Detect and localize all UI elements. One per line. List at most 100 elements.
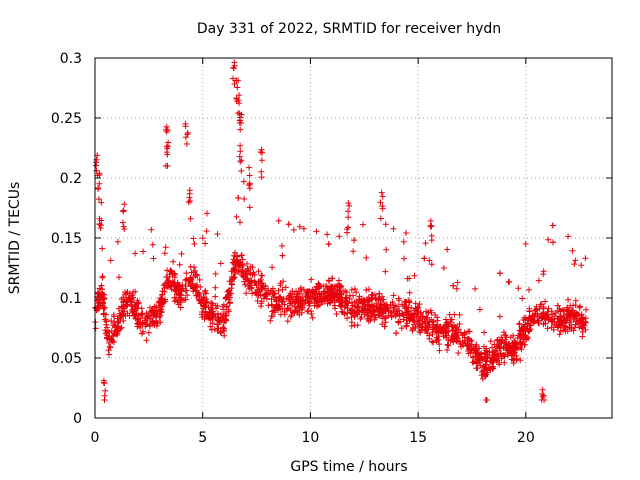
data-point [284, 305, 291, 312]
data-point [336, 282, 343, 289]
data-point [269, 264, 276, 271]
data-point [562, 328, 569, 335]
data-point [261, 295, 267, 302]
data-point [578, 262, 585, 269]
data-point [394, 308, 401, 315]
data-point [267, 317, 274, 324]
data-point [212, 293, 219, 300]
data-point [429, 319, 436, 325]
data-point [508, 350, 515, 357]
data-point [565, 296, 572, 303]
data-point [472, 358, 478, 365]
data-point [567, 316, 574, 323]
data-point [411, 272, 418, 279]
data-point [436, 347, 443, 354]
data-point [395, 295, 402, 302]
data-point [163, 274, 170, 280]
data-point [530, 317, 536, 324]
grid-lines [95, 58, 612, 418]
data-point [132, 250, 139, 257]
data-point [287, 298, 294, 305]
data-point [403, 299, 410, 306]
data-point [445, 342, 452, 349]
data-point [419, 323, 426, 329]
data-point [582, 318, 589, 325]
data-point [456, 311, 463, 318]
data-point [176, 261, 183, 268]
data-point [106, 343, 113, 350]
data-point [393, 330, 400, 337]
data-point [348, 286, 355, 293]
data-point [428, 309, 435, 316]
data-point [121, 226, 128, 232]
data-point [450, 334, 457, 341]
data-point [231, 81, 238, 87]
data-point [198, 311, 205, 318]
y-tick-label: 0.15 [51, 231, 82, 247]
data-point [363, 287, 370, 293]
data-point [409, 327, 416, 334]
data-point [226, 290, 233, 297]
data-point [403, 304, 410, 311]
data-point [196, 297, 203, 304]
data-point [351, 286, 358, 292]
data-point [565, 233, 572, 240]
data-point [568, 325, 575, 332]
data-point [350, 248, 357, 255]
data-point [378, 297, 385, 304]
data-point [143, 337, 150, 344]
data-point [501, 339, 508, 346]
data-point [306, 302, 313, 309]
data-point [271, 294, 277, 301]
data-point [256, 286, 263, 293]
data-point [154, 308, 160, 315]
data-point [386, 307, 392, 313]
data-point [223, 294, 230, 301]
data-point [344, 315, 351, 322]
data-point [238, 252, 245, 259]
data-point [564, 314, 571, 321]
data-point [234, 253, 240, 260]
data-point [209, 308, 216, 315]
data-point [231, 266, 238, 272]
data-point [406, 289, 413, 296]
data-point [257, 278, 263, 285]
data-point [481, 329, 488, 336]
data-point [366, 296, 373, 303]
data-point [382, 268, 389, 275]
data-point [275, 287, 282, 294]
data-point [111, 324, 118, 331]
data-point [500, 329, 507, 336]
data-point [228, 281, 235, 288]
data-point [124, 310, 131, 317]
x-tick-label: 0 [91, 430, 100, 446]
data-point [358, 314, 365, 320]
data-point [447, 337, 454, 344]
data-point [351, 237, 358, 244]
data-point [325, 292, 332, 299]
data-point [182, 123, 189, 130]
data-point [202, 240, 209, 247]
data-point [430, 339, 437, 346]
data-point [101, 380, 108, 387]
data-point [191, 284, 198, 291]
data-point [416, 301, 423, 308]
data-point [236, 153, 243, 160]
data-point [576, 324, 583, 331]
data-point [399, 301, 406, 308]
data-point [135, 299, 142, 306]
data-point [164, 162, 171, 169]
data-point [120, 208, 127, 215]
data-point [518, 346, 525, 353]
data-point [541, 316, 548, 323]
data-point [200, 297, 207, 304]
data-point [577, 303, 584, 310]
y-axis-label: SRMTID / TECUs [7, 182, 23, 295]
data-point [395, 303, 402, 310]
data-point [422, 240, 429, 247]
data-point [97, 285, 103, 292]
data-point [575, 320, 581, 327]
data-point [421, 318, 428, 325]
data-point [153, 322, 160, 329]
data-point [108, 335, 115, 342]
